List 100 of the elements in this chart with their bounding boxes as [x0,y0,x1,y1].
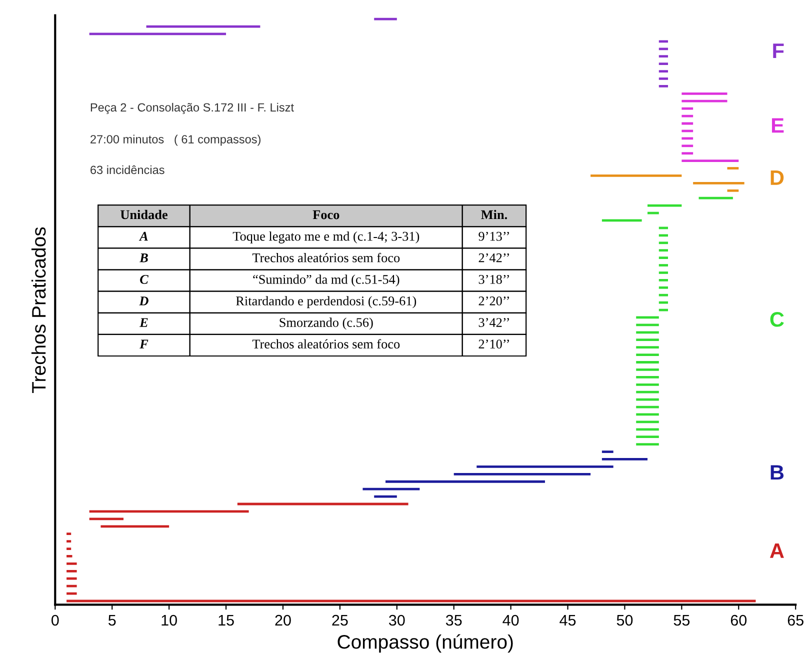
annotation: 2’20’’ [478,296,509,306]
annotation: 2’42’’ [478,253,509,262]
bar [66,532,72,536]
bar [658,48,668,50]
annotation: Trechos aleatórios sem foco [252,339,400,349]
bar [682,160,739,162]
annotation: Peça 2 - Consolação S.172 III - F. Liszt [90,102,294,114]
bar [658,85,668,88]
bar [658,78,668,80]
annotation: 3’18’’ [478,274,509,284]
x-tick-label: 45 [560,615,576,626]
x-tick-label: 5 [108,615,116,626]
bar [636,361,659,364]
bar [602,458,648,460]
x-tick-label: 40 [502,614,519,626]
text: A [770,544,784,558]
bar [636,443,659,446]
annotation: Trechos aleatórios sem foco [252,252,400,262]
annotation: Toque legato me e md (c.1-4; 3-31) [232,231,420,244]
bar [454,472,591,476]
annotation: E [140,318,148,327]
x-axis-title: Compasso (número) [338,634,513,653]
bar [66,584,77,588]
bar [658,264,668,266]
bar [693,182,744,184]
text: B [770,465,784,480]
series-label: D [770,170,784,185]
bar [66,540,72,543]
bar [658,278,668,282]
bar [682,92,728,95]
bar [590,174,682,177]
bar [658,256,668,259]
annotation: Smorzando (c.56) [280,318,373,330]
annotation: 2’10’’ [478,340,509,349]
bar [658,70,668,72]
bar [100,525,170,528]
annotation: A [138,232,148,241]
bar [658,55,668,58]
bar [658,301,668,304]
bar [658,40,668,43]
annotation: B [139,254,148,262]
x-tick-label: 20 [275,614,291,626]
x-tick-label: 10 [162,614,177,626]
bar [682,100,728,102]
annotation: Ritardando e perdendosi (c.59-61) [236,296,416,308]
bar [658,242,668,244]
bar [682,137,694,140]
bar [66,570,77,572]
text: E [772,118,784,133]
bar [658,272,668,274]
annotation: 3’42’’ [478,318,509,327]
bar [658,62,668,66]
bar [698,196,733,200]
bar [636,390,659,394]
bar [362,488,420,490]
bar [658,249,668,252]
annotation: 27:00 minutos ( 61 compassos) [90,134,260,146]
x-tick-label: 15 [218,615,234,626]
annotation: 63 incidências [90,165,164,174]
bar [636,376,659,378]
annotation: C [140,274,149,284]
annotation: Unidade [120,210,168,220]
bar [66,562,77,565]
bar [66,577,77,580]
annotation: Foco [312,210,340,220]
bar [636,436,659,438]
bar [636,346,659,349]
annotation: 9’13’’ [478,232,509,241]
annotation: Min. [481,210,508,220]
x-tick-label: 60 [730,614,747,626]
annotation: D [139,296,148,306]
x-tick-label: 30 [388,614,405,626]
text: F [773,44,784,58]
bar [658,294,668,296]
bar [66,548,72,550]
bar [682,107,694,110]
bar [727,189,739,192]
bar [727,167,739,170]
x-tick-label: 25 [332,614,348,626]
bar [386,480,545,483]
bar [682,144,694,148]
bar [682,152,694,155]
bar [602,450,614,453]
x-tick-label: 55 [674,615,690,626]
bar [636,354,659,356]
bar [636,331,659,334]
bar [648,204,682,207]
bar [658,286,668,289]
x-tick-label: 65 [788,614,804,626]
bar [66,555,72,558]
bar [636,338,659,342]
bar [636,368,659,371]
text: C [770,312,784,327]
x-tick-label: 35 [446,614,462,626]
bar [636,420,659,424]
annotation: “Sumindo” da md (c.51-54) [253,274,400,287]
x-tick-label: 0 [51,614,59,626]
bar [636,383,659,386]
y-axis-title: Trechos Praticados [31,227,46,393]
bar [476,466,614,468]
